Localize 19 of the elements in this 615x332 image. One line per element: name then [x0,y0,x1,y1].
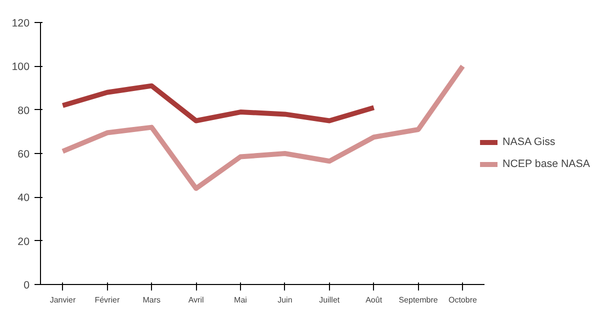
x-tick-label: Janvier [50,296,76,304]
x-tick-label: Juillet [319,296,340,304]
y-tick-label: 80 [18,104,30,117]
x-tick-label: Septembre [398,296,438,304]
x-tick-label: Août [366,296,383,304]
x-tick-label: Février [94,296,120,304]
y-tick-label: 100 [12,61,30,74]
x-tick-label: Juin [278,296,292,304]
x-tick-label: Avril [188,296,204,304]
x-tick-label: Mai [234,296,248,304]
x-tick-label: Octobre [448,296,478,304]
y-tick-label: 120 [12,18,30,30]
y-tick-label: 0 [24,280,30,292]
y-tick-label: 60 [18,148,30,160]
y-tick-label: 40 [18,192,30,204]
x-tick-label: Mars [142,296,161,304]
legend-label: NCEP base NASA [502,158,590,170]
y-tick-label: 20 [18,236,30,248]
legend-label: NASA Giss [502,136,556,148]
